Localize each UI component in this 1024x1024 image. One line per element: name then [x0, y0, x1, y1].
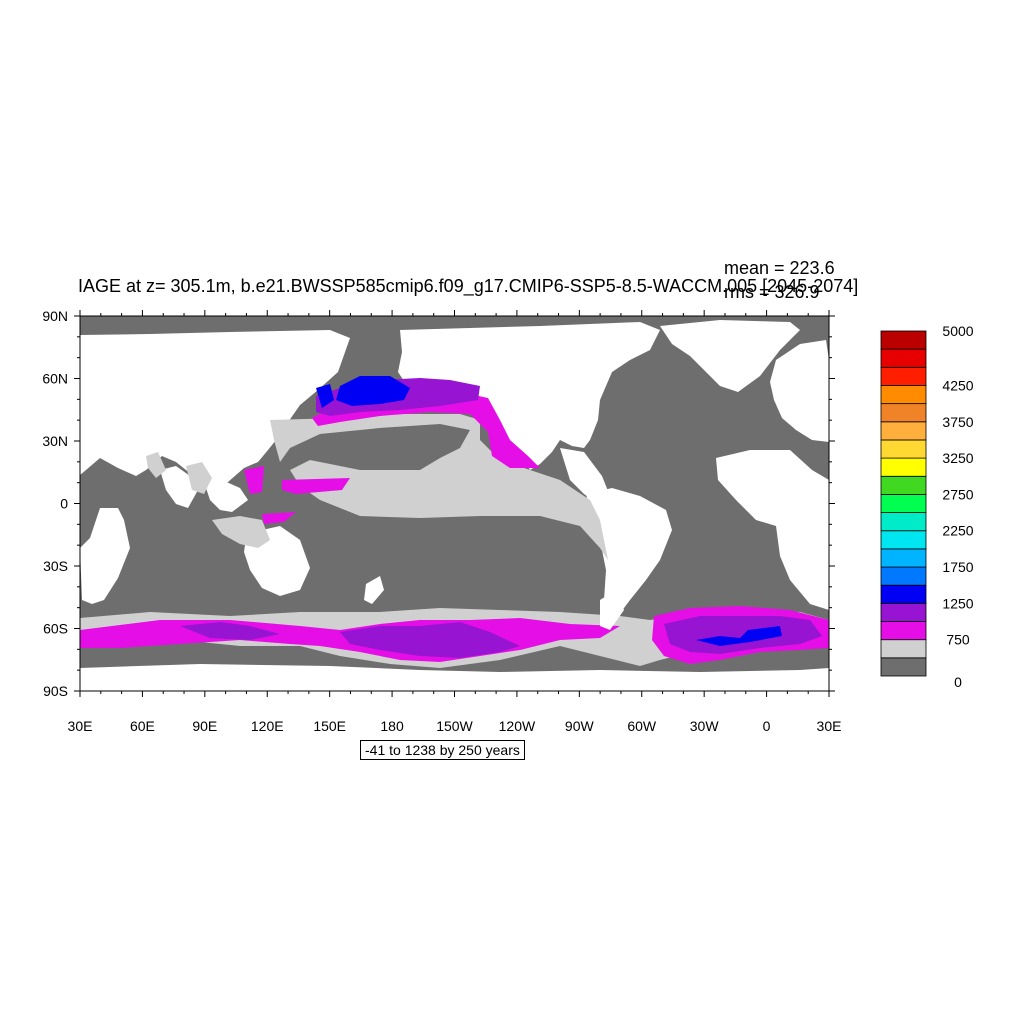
colorbar-swatch — [880, 421, 927, 441]
axis-ticks: 90N 60N 30N 0 30S 60S 90S 30E 60E 90E 120E 150E 180 1… — [42, 308, 841, 734]
colorbar-swatch — [880, 512, 927, 532]
lon-label: 60W — [627, 718, 657, 734]
lat-label: 60N — [42, 371, 68, 387]
land-central-america — [560, 448, 610, 504]
lon-label: 150E — [313, 718, 346, 734]
land-north-america — [398, 322, 660, 470]
lon-label: 120E — [251, 718, 284, 734]
land-mask — [80, 320, 829, 624]
land-maritime — [206, 480, 248, 512]
contour-band-1000 — [316, 376, 782, 646]
land-antarctica — [80, 664, 829, 691]
lon-label: 180 — [380, 718, 404, 734]
colorbar-swatch — [880, 439, 927, 459]
colorbar-swatch — [880, 602, 927, 622]
colorbar-swatch — [880, 621, 927, 641]
land-asia — [80, 330, 350, 492]
rms-value: rms = 326.9 — [724, 282, 820, 302]
land-greenland — [660, 320, 800, 392]
colorbar-swatch — [880, 639, 927, 659]
lon-label: 90W — [565, 718, 595, 734]
lat-label: 30N — [42, 433, 68, 449]
contour-range-label: -41 to 1238 by 250 years — [360, 740, 525, 760]
colorbar-swatch — [880, 584, 927, 604]
land-europe — [770, 340, 829, 442]
lat-label: 0 — [60, 496, 68, 512]
land-africa-east — [716, 450, 829, 610]
colorbar-swatch — [880, 530, 927, 550]
colorbar-swatch — [880, 548, 927, 568]
colorbar-label: 2750 — [942, 486, 973, 502]
colorbar-swatch — [880, 457, 927, 477]
land-nz — [364, 576, 384, 604]
colorbar-swatch — [880, 385, 927, 405]
colorbar-label: 0 — [954, 674, 962, 690]
lat-label: 90S — [43, 683, 68, 699]
lat-label: 90N — [42, 308, 68, 324]
land-antarctic-peninsula — [600, 590, 624, 630]
plot-title: IAGE at z= 305.1m, b.e21.BWSSP585cmip6.f… — [78, 276, 859, 296]
lat-label: 60S — [43, 621, 68, 637]
lon-label: 30W — [690, 718, 720, 734]
mean-value: mean = 223.6 — [724, 258, 835, 278]
lon-label: 60E — [130, 718, 155, 734]
colorbar-swatch — [880, 366, 927, 386]
colorbar-swatch — [880, 348, 927, 368]
colorbar-label: 750 — [946, 632, 970, 648]
land-south-america — [586, 488, 672, 624]
lon-label: 150W — [436, 718, 473, 734]
colorbar: 0 750 1250 1750 2250 2750 3250 3750 4250 5000 — [880, 323, 974, 690]
lon-label: 30E — [68, 718, 93, 734]
lon-label: 120W — [499, 718, 536, 734]
colorbar-label: 1250 — [942, 595, 973, 611]
colorbar-label: 5000 — [942, 323, 973, 339]
lon-label: 30E — [817, 718, 842, 734]
colorbar-swatch — [880, 566, 927, 586]
colorbar-swatch — [880, 330, 927, 350]
lat-label: 30S — [43, 558, 68, 574]
colorbar-swatch — [880, 657, 927, 677]
lon-label: 0 — [763, 718, 771, 734]
colorbar-label: 1750 — [942, 559, 973, 575]
colorbar-swatch — [880, 403, 927, 423]
land-india — [160, 466, 198, 508]
colorbar-swatch — [880, 475, 927, 495]
map-field — [80, 316, 829, 691]
lon-label: 90E — [192, 718, 217, 734]
colorbar-label: 4250 — [942, 377, 973, 393]
colorbar-label: 2250 — [942, 523, 973, 539]
colorbar-label: 3250 — [942, 450, 973, 466]
colorbar-label: 3750 — [942, 414, 973, 430]
colorbar-swatch — [880, 494, 927, 513]
land-africa — [80, 508, 130, 604]
